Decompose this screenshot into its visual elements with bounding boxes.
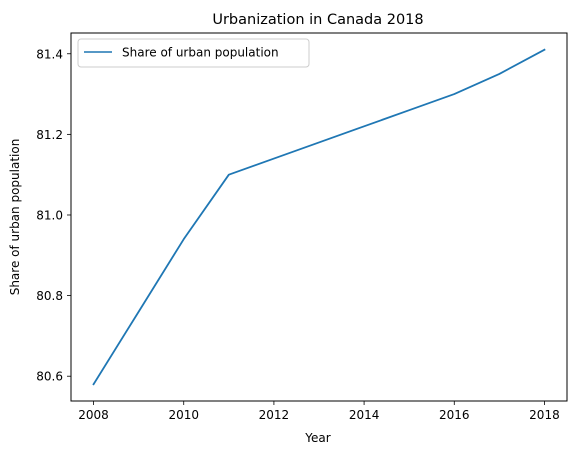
legend-box	[77, 38, 310, 68]
y-tick-label: 80.6	[36, 370, 63, 384]
x-tick-label: 2012	[259, 408, 290, 422]
x-tick-label: 2018	[529, 408, 560, 422]
chart-title: Urbanization in Canada 2018	[212, 12, 423, 28]
y-axis-label: Share of urban population	[8, 139, 22, 296]
series-line	[92, 48, 546, 386]
x-axis-ticks: 2008 2010 2012 2014 2016 2018	[78, 401, 560, 422]
y-tick-label: 81.2	[36, 128, 63, 142]
y-tick-label: 81.4	[36, 47, 63, 61]
y-axis-ticks: 80.6 80.8 81.0 81.2 81.4	[36, 47, 71, 384]
x-tick-label: 2010	[168, 408, 199, 422]
legend-label: Share of urban population	[122, 46, 279, 60]
series-layer	[92, 48, 546, 386]
y-tick-label: 81.0	[36, 208, 63, 222]
plot-area: 2008 2010 2012 2014 2016 2018 80.6 80.8 81.0 81.…	[36, 32, 568, 422]
x-tick-label: 2008	[78, 408, 109, 422]
x-tick-label: 2014	[349, 408, 380, 422]
x-axis-label: Year	[304, 431, 330, 445]
legend: Share of urban population	[77, 38, 310, 68]
x-tick-label: 2016	[439, 408, 470, 422]
y-tick-label: 80.8	[36, 289, 63, 303]
axes-frame	[70, 32, 568, 402]
